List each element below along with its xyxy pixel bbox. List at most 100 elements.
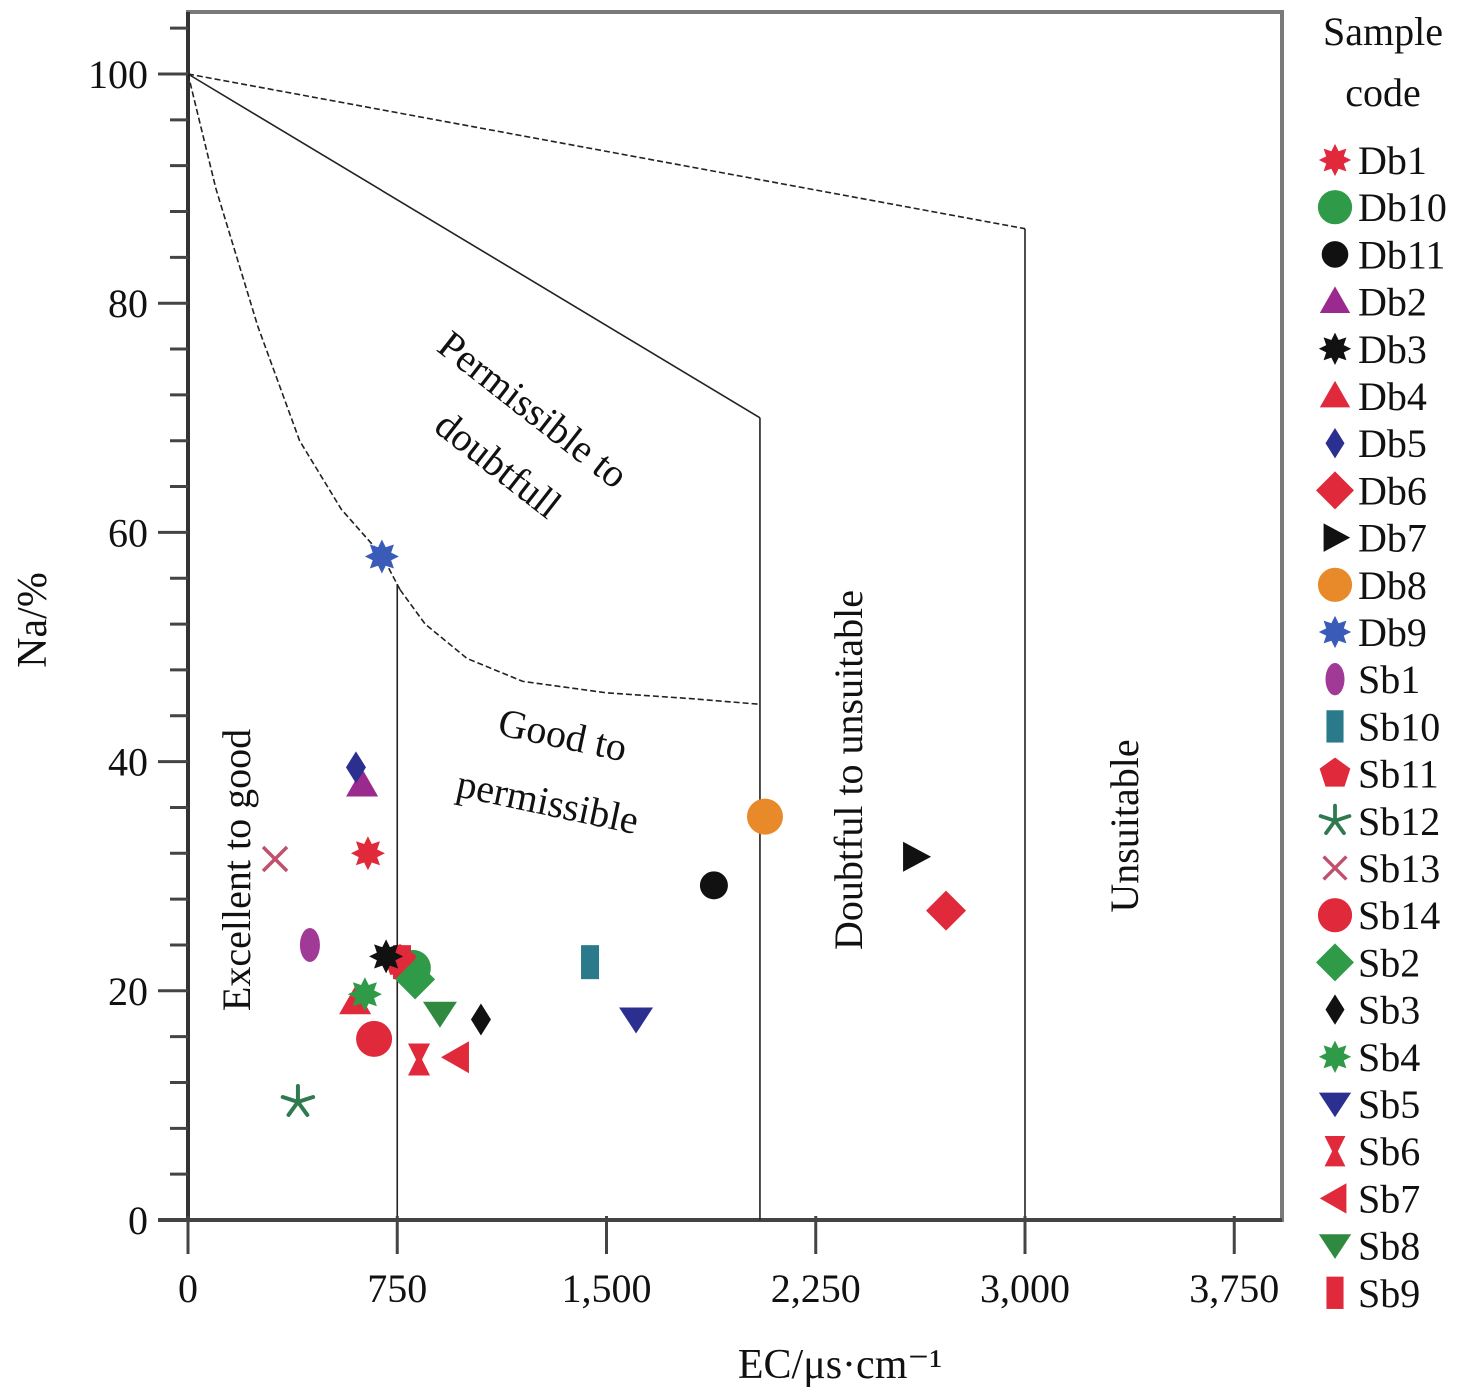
legend-marker-db2	[1319, 286, 1351, 313]
point-sb1	[299, 927, 320, 962]
legend: Sample code Db1Db10Db11Db2Db3Db4Db5Db6Db…	[1316, 9, 1447, 1316]
asterisk-arm	[1333, 814, 1352, 823]
legend-label: Sb7	[1358, 1176, 1420, 1221]
y-tick-label: 80	[108, 281, 148, 326]
point-sb4	[347, 977, 382, 1012]
legend-marker-sb14	[1317, 898, 1353, 933]
point-sb3	[470, 1003, 491, 1036]
region-label: Doubtful to unsuitable	[826, 590, 871, 950]
asterisk-arm	[286, 1099, 300, 1117]
point-sb6	[408, 1043, 431, 1076]
x-tick-label: 0	[178, 1266, 198, 1311]
point-db8	[746, 798, 783, 835]
legend-marker-db5	[1325, 428, 1345, 459]
legend-marker-db7	[1323, 523, 1351, 552]
legend-label: Db1	[1358, 138, 1427, 183]
region-label: Excellent to good	[214, 729, 259, 1011]
point-sb8	[422, 1001, 457, 1028]
y-tick-label: 0	[128, 1198, 148, 1243]
legend-label: Sb13	[1358, 846, 1440, 891]
legend-marker-db3	[1318, 332, 1352, 365]
legend-label: Db10	[1358, 185, 1447, 230]
cross-stroke	[261, 845, 289, 873]
legend-label: Db11	[1358, 232, 1445, 277]
legend-marker-db10	[1317, 190, 1353, 225]
legend-marker-db6	[1316, 471, 1354, 510]
legend-label: Sb3	[1358, 988, 1420, 1033]
plot-border	[186, 10, 1284, 1222]
y-tick-label: 100	[88, 52, 148, 97]
doubtful-unsuitable-line	[187, 73, 1026, 230]
legend-label: Db4	[1358, 374, 1427, 419]
legend-title-line1: Sample	[1323, 9, 1443, 54]
point-db6	[926, 890, 967, 931]
x-axis-title: EC/μs·cm⁻¹	[738, 1342, 942, 1388]
legend-marker-sb5	[1318, 1092, 1352, 1118]
region-label: Good to	[495, 699, 632, 770]
legend-label: Sb2	[1358, 940, 1420, 985]
classification-boundaries	[187, 73, 1026, 1220]
legend-marker-sb6	[1324, 1136, 1346, 1167]
x-tick-label: 3,750	[1189, 1266, 1279, 1311]
legend-label: Db3	[1358, 327, 1427, 372]
legend-marker-sb1	[1325, 663, 1345, 696]
point-sb10	[581, 945, 600, 980]
legend-marker-sb7	[1319, 1183, 1347, 1214]
region-label: permissible	[453, 761, 643, 843]
legend-label: Sb11	[1358, 752, 1439, 797]
y-axis-title: Na/%	[10, 572, 56, 668]
legend-label: Db9	[1358, 610, 1427, 655]
legend-marker-sb13	[1322, 855, 1348, 881]
point-sb12	[280, 1083, 316, 1117]
legend-marker-sb10	[1326, 710, 1344, 743]
point-sb2	[395, 959, 436, 1000]
legend-marker-db9	[1318, 615, 1352, 649]
point-sb13	[261, 845, 289, 873]
point-db2	[346, 768, 379, 797]
data-points	[261, 539, 967, 1117]
point-db1	[350, 836, 385, 871]
legend-label: Sb4	[1358, 1035, 1420, 1080]
y-tick-label: 60	[108, 510, 148, 555]
x-tick-label: 3,000	[980, 1266, 1070, 1311]
plot-frame	[158, 10, 1284, 1222]
permissible-doubtful-line	[187, 73, 761, 419]
x-axis: 0 750 1,500 2,250 3,000 3,750	[178, 1216, 1279, 1311]
legend-marker-db4	[1319, 380, 1351, 408]
legend-marker-sb2	[1316, 943, 1354, 982]
point-sb5	[619, 1007, 654, 1034]
point-sb7	[440, 1041, 469, 1074]
y-tick-label: 20	[108, 969, 148, 1014]
legend-label: Db8	[1358, 563, 1427, 608]
asterisk-arm	[1324, 818, 1337, 835]
point-db3	[369, 939, 404, 974]
x-tick-label: 1,500	[562, 1266, 652, 1311]
point-db11	[699, 871, 728, 900]
region-labels: Excellent to good Good topermissiblePermi…	[214, 322, 1147, 1012]
x-tick-label: 2,250	[771, 1266, 861, 1311]
excellent-good-curve	[187, 73, 401, 591]
good-permissible-curve	[399, 589, 761, 706]
legend-marker-db1	[1318, 143, 1352, 177]
point-db9	[364, 539, 399, 574]
y-axis: 0 20 40 60 80 100	[88, 26, 188, 1243]
legend-marker-sb12	[1318, 803, 1352, 835]
y-tick-label: 40	[108, 740, 148, 785]
legend-marker-db11	[1321, 241, 1349, 268]
legend-label: Db2	[1358, 280, 1427, 325]
legend-label: Sb1	[1358, 657, 1420, 702]
legend-label: Sb8	[1358, 1224, 1420, 1269]
legend-marker-sb8	[1318, 1234, 1352, 1259]
legend-marker-sb9	[1326, 1276, 1344, 1309]
legend-label: Sb14	[1358, 893, 1440, 938]
legend-marker-sb3	[1325, 994, 1345, 1025]
region-label: Unsuitable	[1102, 739, 1147, 912]
legend-marker-db8	[1317, 567, 1353, 602]
legend-label: Sb9	[1358, 1271, 1420, 1316]
legend-marker-sb4	[1318, 1040, 1352, 1073]
legend-label: Db7	[1358, 516, 1427, 561]
legend-label: Sb6	[1358, 1129, 1420, 1174]
point-db7	[903, 841, 932, 872]
point-db5	[345, 751, 366, 784]
